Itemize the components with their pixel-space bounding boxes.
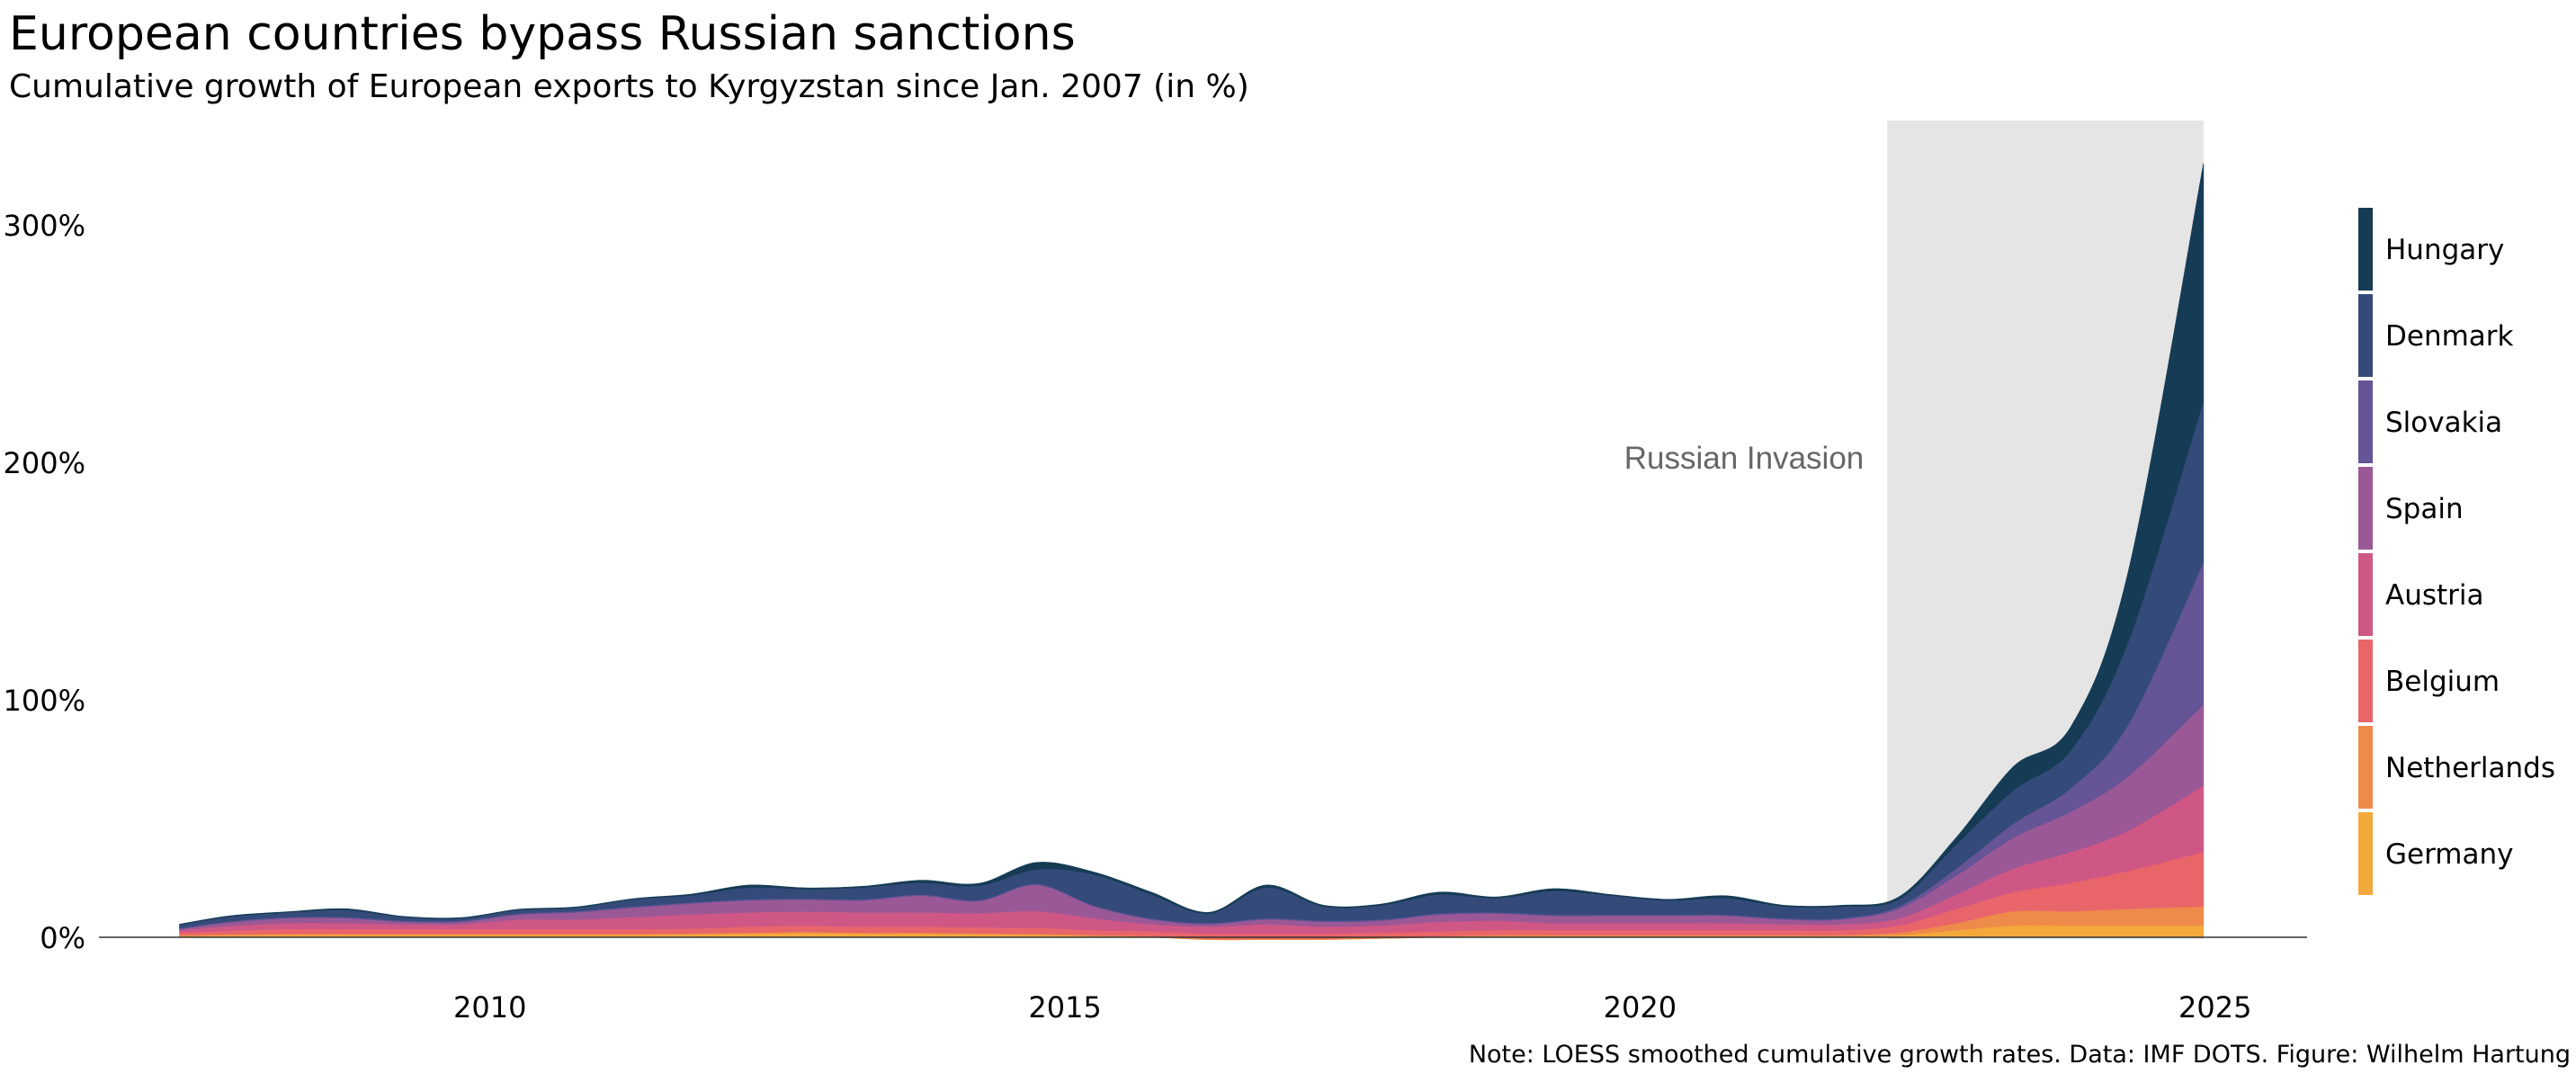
legend-item-spain: Spain	[2358, 467, 2464, 550]
annotation-russian-invasion: Russian Invasion	[1624, 441, 1865, 476]
legend-swatch	[2358, 812, 2373, 895]
legend-label: Slovakia	[2385, 407, 2502, 439]
legend-label: Spain	[2385, 493, 2464, 525]
legend-swatch	[2358, 208, 2373, 291]
legend-item-austria: Austria	[2358, 553, 2484, 636]
legend-swatch	[2358, 467, 2373, 550]
legend-item-denmark: Denmark	[2358, 294, 2514, 377]
legend-item-hungary: Hungary	[2358, 208, 2504, 291]
legend-swatch	[2358, 380, 2373, 463]
legend-label: Denmark	[2385, 320, 2514, 353]
x-tick-label: 2015	[1028, 990, 1101, 1025]
legend-label: Austria	[2385, 579, 2484, 612]
x-tick-label: 2025	[2178, 990, 2251, 1025]
legend-label: Germany	[2385, 838, 2513, 871]
x-tick-label: 2020	[1604, 990, 1677, 1025]
legend-item-belgium: Belgium	[2358, 640, 2500, 722]
y-tick-label: 100%	[4, 684, 85, 718]
legend-swatch	[2358, 726, 2373, 809]
x-tick-label: 2010	[453, 990, 526, 1025]
y-tick-label: 300%	[4, 209, 85, 243]
y-tick-label: 0%	[40, 921, 85, 955]
legend-item-netherlands: Netherlands	[2358, 726, 2555, 809]
area-hungary	[179, 163, 2205, 926]
legend-label: Netherlands	[2385, 752, 2555, 784]
legend-label: Belgium	[2385, 666, 2500, 698]
legend-swatch	[2358, 640, 2373, 722]
legend-item-germany: Germany	[2358, 812, 2513, 895]
y-tick-label: 200%	[4, 446, 85, 480]
chart-subtitle: Cumulative growth of European exports to…	[9, 68, 1249, 105]
legend-swatch	[2358, 553, 2373, 636]
legend-label: Hungary	[2385, 234, 2504, 266]
chart-note: Note: LOESS smoothed cumulative growth r…	[1468, 1041, 2571, 1069]
chart-title: European countries bypass Russian sancti…	[9, 7, 1076, 61]
legend-item-slovakia: Slovakia	[2358, 380, 2502, 463]
legend-swatch	[2358, 294, 2373, 377]
